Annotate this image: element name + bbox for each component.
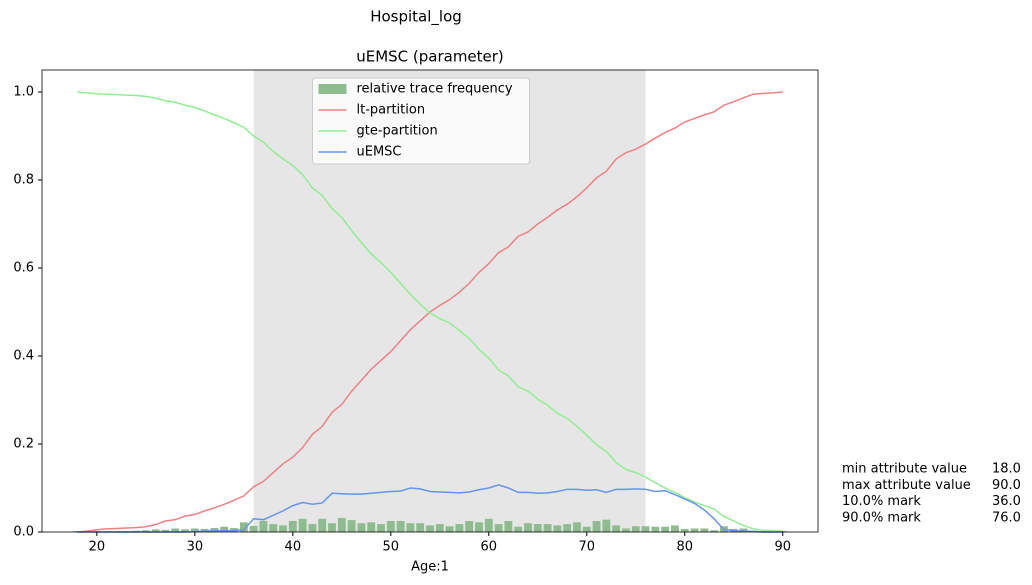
bar xyxy=(514,526,523,532)
bar xyxy=(651,526,660,532)
bar xyxy=(710,530,719,532)
legend-label: relative trace frequency xyxy=(357,82,513,97)
bar xyxy=(680,528,689,532)
plot-frame xyxy=(41,69,819,533)
bar xyxy=(524,523,532,532)
x-tick-label: 20 xyxy=(89,540,106,555)
chart-title: uEMSC (parameter) xyxy=(356,48,504,66)
stat-value: 90.0 xyxy=(992,478,1021,493)
bar xyxy=(239,522,248,532)
bar xyxy=(700,528,709,532)
bar xyxy=(220,526,229,532)
x-tick-label: 30 xyxy=(187,540,204,555)
bar xyxy=(377,524,385,532)
bar xyxy=(690,528,699,532)
bar xyxy=(631,526,640,532)
line xyxy=(77,484,783,533)
y-tick-label: 0.2 xyxy=(13,437,34,452)
legend-label: gte-partition xyxy=(357,124,438,139)
bar xyxy=(279,525,287,532)
bar xyxy=(347,520,356,532)
bar xyxy=(308,524,317,532)
line xyxy=(77,91,783,532)
x-tick-label: 90 xyxy=(774,540,791,555)
legend-label: uEMSC xyxy=(357,145,402,160)
bar xyxy=(337,517,346,532)
bar xyxy=(602,519,611,532)
stat-name: min attribute value xyxy=(842,462,967,477)
y-tick-label: 0.0 xyxy=(13,525,34,540)
bar xyxy=(406,523,415,532)
y-tick-label: 0.6 xyxy=(13,261,34,276)
x-tick-label: 60 xyxy=(481,540,498,555)
bar xyxy=(151,529,160,532)
bar xyxy=(298,518,307,532)
bar xyxy=(739,528,748,532)
bar xyxy=(328,523,336,532)
bar xyxy=(141,530,150,532)
bar xyxy=(161,529,170,532)
bar xyxy=(269,524,278,532)
bar xyxy=(190,528,199,532)
bar xyxy=(573,522,581,532)
bar xyxy=(181,529,189,532)
legend-swatch xyxy=(318,84,347,94)
bar xyxy=(563,524,572,532)
legend-label: lt-partition xyxy=(357,103,426,118)
stat-value: 76.0 xyxy=(992,510,1021,525)
bar xyxy=(612,525,621,532)
legend-box xyxy=(312,77,530,165)
stat-name: 90.0% mark xyxy=(842,510,921,525)
bar xyxy=(259,521,268,532)
bar xyxy=(435,524,444,532)
x-tick-label: 40 xyxy=(285,540,302,555)
y-tick-label: 0.8 xyxy=(13,173,34,188)
stat-value: 36.0 xyxy=(992,494,1021,509)
bar xyxy=(465,521,474,532)
bar xyxy=(386,521,395,532)
bar xyxy=(504,521,513,532)
bar xyxy=(367,522,376,532)
bar xyxy=(426,525,434,532)
bar xyxy=(543,524,552,532)
bar xyxy=(553,525,562,532)
bar xyxy=(249,525,258,532)
x-tick-label: 80 xyxy=(676,540,693,555)
bar xyxy=(494,524,503,532)
bar xyxy=(475,522,483,532)
x-tick-label: 50 xyxy=(383,540,400,555)
bar xyxy=(592,521,601,532)
bar xyxy=(455,524,464,532)
bar xyxy=(661,526,670,532)
bar xyxy=(357,523,366,532)
bar xyxy=(445,526,454,532)
bar xyxy=(318,518,327,532)
bar xyxy=(484,518,493,532)
bar xyxy=(622,528,630,532)
bar xyxy=(641,526,650,532)
bar xyxy=(671,525,679,532)
bar xyxy=(533,524,542,532)
stat-value: 18.0 xyxy=(992,462,1021,477)
bar xyxy=(288,521,297,532)
stat-name: 10.0% mark xyxy=(842,494,921,509)
y-tick-label: 1.0 xyxy=(13,85,34,100)
bar xyxy=(416,523,425,532)
bar xyxy=(171,528,180,532)
x-axis-label: Age:1 xyxy=(411,560,449,575)
stat-name: max attribute value xyxy=(842,478,971,493)
suptitle: Hospital_log xyxy=(370,8,462,27)
y-tick-label: 0.4 xyxy=(13,349,34,364)
x-tick-label: 70 xyxy=(578,540,595,555)
bar xyxy=(582,526,591,532)
bar xyxy=(396,521,405,532)
